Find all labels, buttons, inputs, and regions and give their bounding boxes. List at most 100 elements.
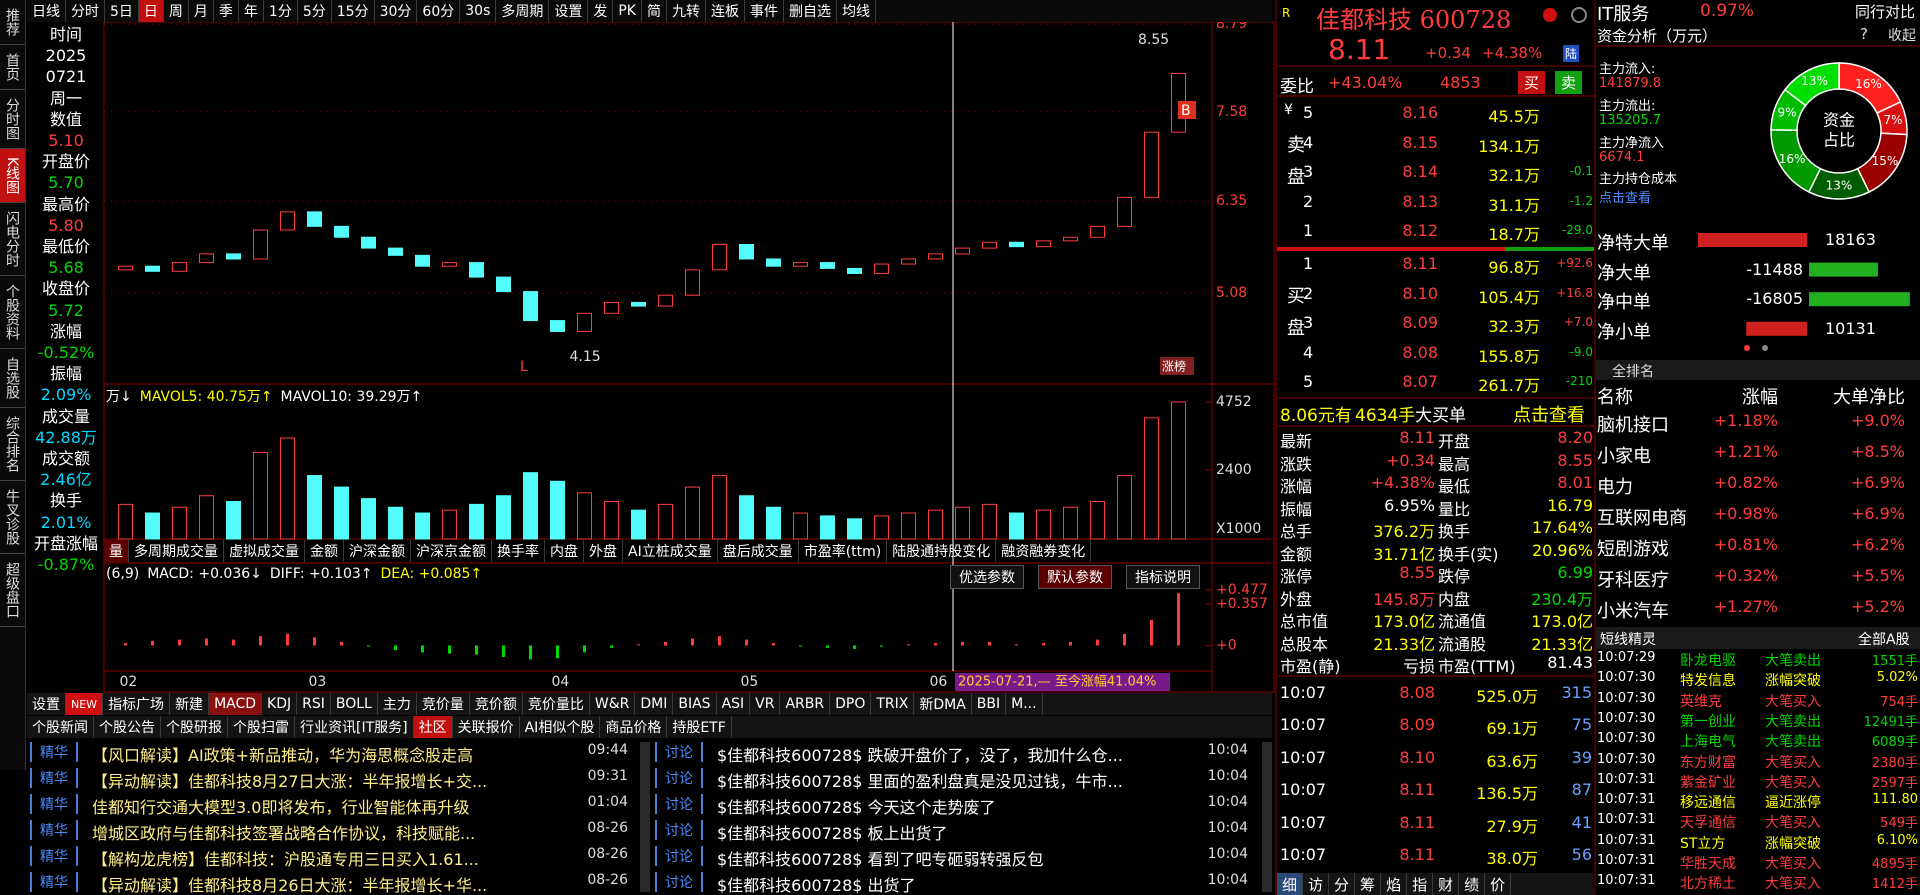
quote-tab[interactable]: 分 — [1329, 873, 1356, 895]
sidebar-tab[interactable]: 闪电分时 — [0, 203, 25, 277]
toolbar-item[interactable]: 30s — [460, 0, 497, 22]
news-title[interactable]: $佳都科技600728$ 今天这个走势废了 — [717, 798, 996, 817]
bottom-tab[interactable]: BBI — [972, 693, 1007, 715]
indicator-tab[interactable]: 盘后成交量 — [718, 540, 799, 562]
bottom-tab[interactable]: MACD — [209, 693, 263, 715]
news-tab[interactable]: AI相似个股 — [520, 716, 601, 738]
sector-row-name[interactable]: 脑机接口 — [1597, 415, 1669, 436]
toolbar-item[interactable]: 事件 — [745, 0, 784, 22]
bottom-tab[interactable]: DMI — [635, 693, 674, 715]
fund-line[interactable]: 点击查看 — [1599, 190, 1652, 206]
fund-help[interactable]: ? — [1860, 25, 1868, 43]
news-title[interactable]: 【异动解读】佳都科技8月26日大涨：半年报增长+华... — [92, 876, 488, 895]
bottom-tab[interactable]: 竞价额 — [470, 693, 523, 715]
toolbar-item[interactable]: 季 — [214, 0, 239, 22]
bottom-tab[interactable]: 竞价量比 — [523, 693, 590, 715]
news-title[interactable]: 【风口解读】AI政策+新品推动，华为海思概念股走高 — [92, 746, 474, 765]
indicator-tab[interactable]: 沪深京金额 — [411, 540, 492, 562]
indicator-tab[interactable]: 陆股通持股变化 — [887, 540, 997, 562]
sidebar-tab[interactable]: 超级盘口 — [0, 554, 25, 628]
bottom-tab[interactable]: M... — [1006, 693, 1043, 715]
indicator-tab[interactable]: 市盈率(ttm) — [799, 540, 888, 562]
indicator-tab[interactable]: 沪深金额 — [344, 540, 411, 562]
indicator-tab[interactable]: 量 — [104, 540, 129, 562]
indicator-button[interactable]: 默认参数 — [1038, 565, 1112, 589]
bottom-tab[interactable]: BIAS — [673, 693, 717, 715]
toolbar-item[interactable]: 设置 — [549, 0, 589, 22]
toolbar-item[interactable]: 分时 — [66, 0, 105, 22]
toolbar-item[interactable]: 九转 — [667, 0, 706, 22]
fund-collapse[interactable]: 收起 — [1888, 28, 1916, 44]
toolbar-item[interactable]: 简 — [642, 0, 667, 22]
toolbar-item[interactable]: 30分 — [375, 0, 418, 22]
alert-stock[interactable]: 天孚通信 — [1680, 815, 1736, 832]
toolbar-item[interactable]: 删自选 — [784, 0, 837, 22]
quote-tab[interactable]: 细 — [1277, 873, 1304, 895]
indicator-button[interactable]: 优选参数 — [950, 565, 1024, 589]
indicator-tab[interactable]: AI立桩成交量 — [623, 540, 718, 562]
news-tab[interactable]: 关联报价 — [453, 716, 520, 738]
bottom-tab[interactable]: ASI — [717, 693, 751, 715]
sector-row-name[interactable]: 小米汽车 — [1597, 601, 1669, 622]
indicator-tab[interactable]: 金额 — [305, 540, 344, 562]
sidebar-tab[interactable]: 推荐 — [0, 0, 25, 45]
quote-tab[interactable]: 价 — [1485, 873, 1512, 895]
toolbar-item[interactable]: 日 — [138, 0, 164, 22]
news-tab[interactable]: 个股扫雷 — [228, 716, 295, 738]
toolbar-item[interactable]: 60分 — [417, 0, 461, 22]
bottom-tab[interactable]: BOLL — [331, 693, 378, 715]
alert-stock[interactable]: 北方稀土 — [1680, 876, 1736, 893]
sector-row-name[interactable]: 牙科医疗 — [1597, 570, 1669, 591]
news-title[interactable]: 【异动解读】佳都科技8月27日大涨：半年报增长+交... — [92, 772, 488, 791]
sidebar-tab[interactable]: K线图 — [0, 149, 25, 204]
alert-stock[interactable]: 紫金矿业 — [1680, 774, 1736, 791]
quote-tab[interactable]: 筹 — [1355, 873, 1382, 895]
toolbar-item[interactable]: 连板 — [706, 0, 745, 22]
news-title[interactable]: 佳都知行交通大模型3.0即将发布，行业智能体再升级 — [92, 798, 470, 817]
toolbar-item[interactable]: 发 — [588, 0, 614, 22]
bottom-tab[interactable]: RSI — [297, 693, 331, 715]
quote-tab[interactable]: 焰 — [1381, 873, 1408, 895]
alert-stock[interactable]: 上海电气 — [1680, 734, 1736, 751]
alert-stock[interactable]: 移远通信 — [1680, 795, 1736, 812]
quote-tab[interactable]: 指 — [1407, 873, 1434, 895]
alert-stock[interactable]: 华胜天成 — [1680, 856, 1736, 872]
toolbar-item[interactable]: 年 — [239, 0, 264, 22]
sell-button[interactable]: 卖 — [1555, 71, 1583, 94]
sidebar-tab[interactable]: 自选股 — [0, 349, 25, 409]
sidebar-tab[interactable]: 个股资料 — [0, 276, 25, 350]
bottom-tab[interactable]: 设置 — [27, 693, 66, 715]
sector-row-name[interactable]: 小家电 — [1597, 446, 1651, 467]
news-title[interactable]: $佳都科技600728$ 板上出货了 — [717, 824, 948, 843]
big-order[interactable]: 点击查看 — [1513, 405, 1585, 426]
bottom-tab[interactable]: 新DMA — [914, 693, 972, 715]
toolbar-item[interactable]: 5日 — [105, 0, 139, 22]
indicator-button[interactable]: 指标说明 — [1126, 565, 1200, 589]
scrollbar[interactable] — [640, 742, 650, 892]
toolbar-item[interactable]: 月 — [189, 0, 214, 22]
short-line-filter[interactable]: 全部A股 — [1858, 632, 1910, 648]
toolbar-item[interactable]: 周 — [164, 0, 189, 22]
page-dot[interactable] — [1744, 345, 1750, 351]
bottom-tab[interactable]: 主力 — [378, 693, 417, 715]
alert-stock[interactable]: 卧龙电驱 — [1680, 653, 1736, 669]
news-title[interactable]: $佳都科技600728$ 里面的盈利盘真是没见过钱，牛市... — [717, 772, 1123, 791]
quote-tab[interactable]: 绩 — [1459, 873, 1486, 895]
quote-tab[interactable]: 财 — [1433, 873, 1460, 895]
bottom-tab[interactable]: TRIX — [871, 693, 915, 715]
compare[interactable]: 同行对比 — [1855, 3, 1916, 21]
bottom-tab[interactable]: VR — [750, 693, 781, 715]
bottom-tab[interactable]: 新建 — [170, 693, 210, 715]
toolbar-item[interactable]: 1分 — [264, 0, 298, 22]
sector-row-name[interactable]: 短剧游戏 — [1597, 539, 1669, 560]
news-tab[interactable]: 商品价格 — [600, 716, 668, 738]
bottom-tab[interactable]: 竞价量 — [417, 693, 470, 715]
news-tab[interactable]: 持股ETF — [667, 716, 732, 738]
bottom-tab[interactable]: KDJ — [262, 693, 298, 715]
scrollbar[interactable] — [1262, 742, 1272, 892]
buy-button[interactable]: 买 — [1518, 71, 1546, 94]
toolbar-item[interactable]: 5分 — [298, 0, 332, 22]
alert-stock[interactable]: 特发信息 — [1680, 673, 1736, 690]
news-title[interactable]: $佳都科技600728$ 跌破开盘价了，没了，我加什么仓... — [717, 746, 1123, 765]
indicator-tab[interactable]: 虚拟成交量 — [224, 540, 305, 562]
